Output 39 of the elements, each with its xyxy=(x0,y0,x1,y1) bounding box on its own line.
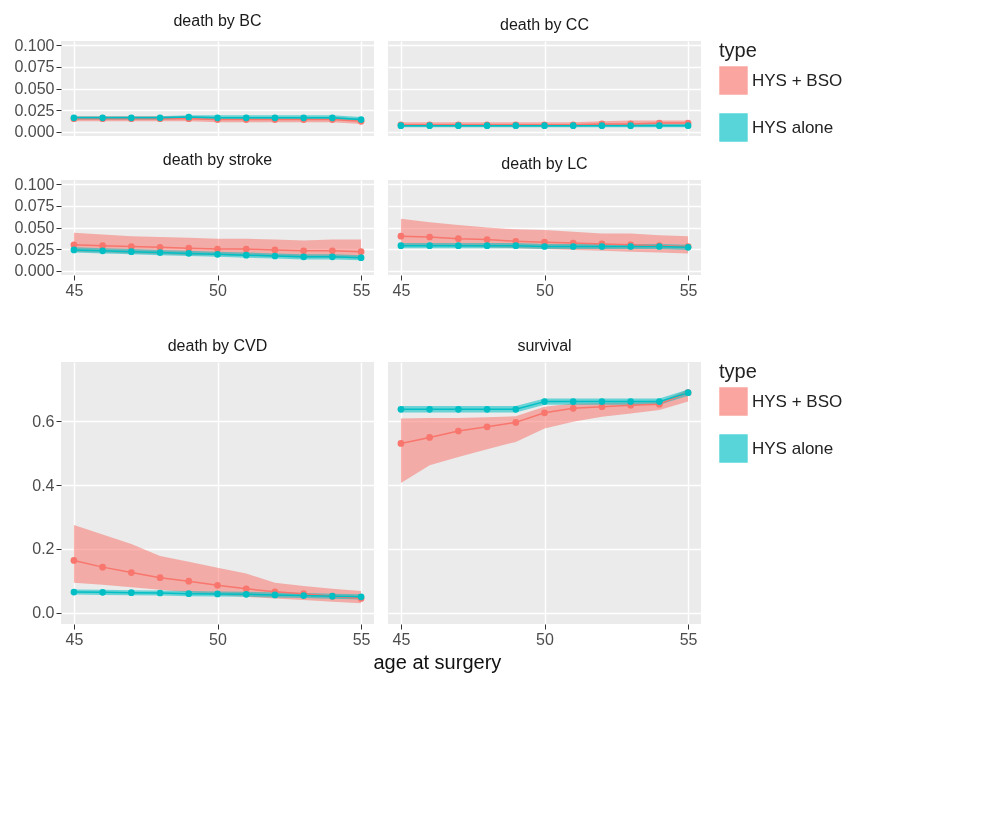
x-tick-label: 55 xyxy=(679,630,698,648)
text: HYS + BSO xyxy=(752,391,843,411)
legend-label: HYS + BSO xyxy=(752,70,843,90)
chart-title: death by stroke xyxy=(162,151,273,169)
y-tick-label: 0.6 xyxy=(32,412,55,430)
legend-label: HYS alone xyxy=(752,117,834,137)
y-tick-label: 0.000 xyxy=(14,123,55,141)
x-tick-label: 50 xyxy=(209,630,227,648)
x-tick-label: 55 xyxy=(352,281,371,299)
y-tick-label: 0.0 xyxy=(32,604,55,622)
y-tick-label: 0.100 xyxy=(14,36,55,54)
y-tick-label: 0.075 xyxy=(14,197,55,215)
x-axis-title: age at surgery xyxy=(373,651,502,673)
x-tick-label: 55 xyxy=(679,281,698,299)
y-tick-label: 0.075 xyxy=(14,58,55,76)
y-tick-label: 0.025 xyxy=(14,240,55,258)
chart-title: death by BC xyxy=(173,12,262,30)
x-tick-label: 45 xyxy=(65,630,84,648)
legend-title: type xyxy=(719,360,757,382)
x-tick-label: 50 xyxy=(536,281,554,299)
y-tick-label: 0.000 xyxy=(14,262,55,280)
chart-title: death by CC xyxy=(500,16,589,33)
y-tick-label: 0.050 xyxy=(14,219,55,236)
x-tick-label: 45 xyxy=(392,281,411,299)
chart-title: death by LC xyxy=(501,155,588,172)
y-tick-label: 0.100 xyxy=(14,175,55,193)
y-tick-label: 0.025 xyxy=(14,101,55,119)
legend-title: type xyxy=(719,39,757,61)
x-tick-label: 45 xyxy=(392,630,411,648)
text: HYS alone xyxy=(752,438,834,458)
x-tick-label: 50 xyxy=(209,281,227,299)
y-tick-label: 0.4 xyxy=(32,476,55,494)
x-tick-label: 45 xyxy=(65,281,84,299)
chart-title: survival xyxy=(517,337,572,354)
y-tick-label: 0.050 xyxy=(14,80,55,97)
x-tick-label: 55 xyxy=(352,630,371,648)
chart-title: death by CVD xyxy=(167,337,268,354)
y-tick-label: 0.2 xyxy=(32,540,55,558)
x-tick-label: 50 xyxy=(536,630,554,648)
